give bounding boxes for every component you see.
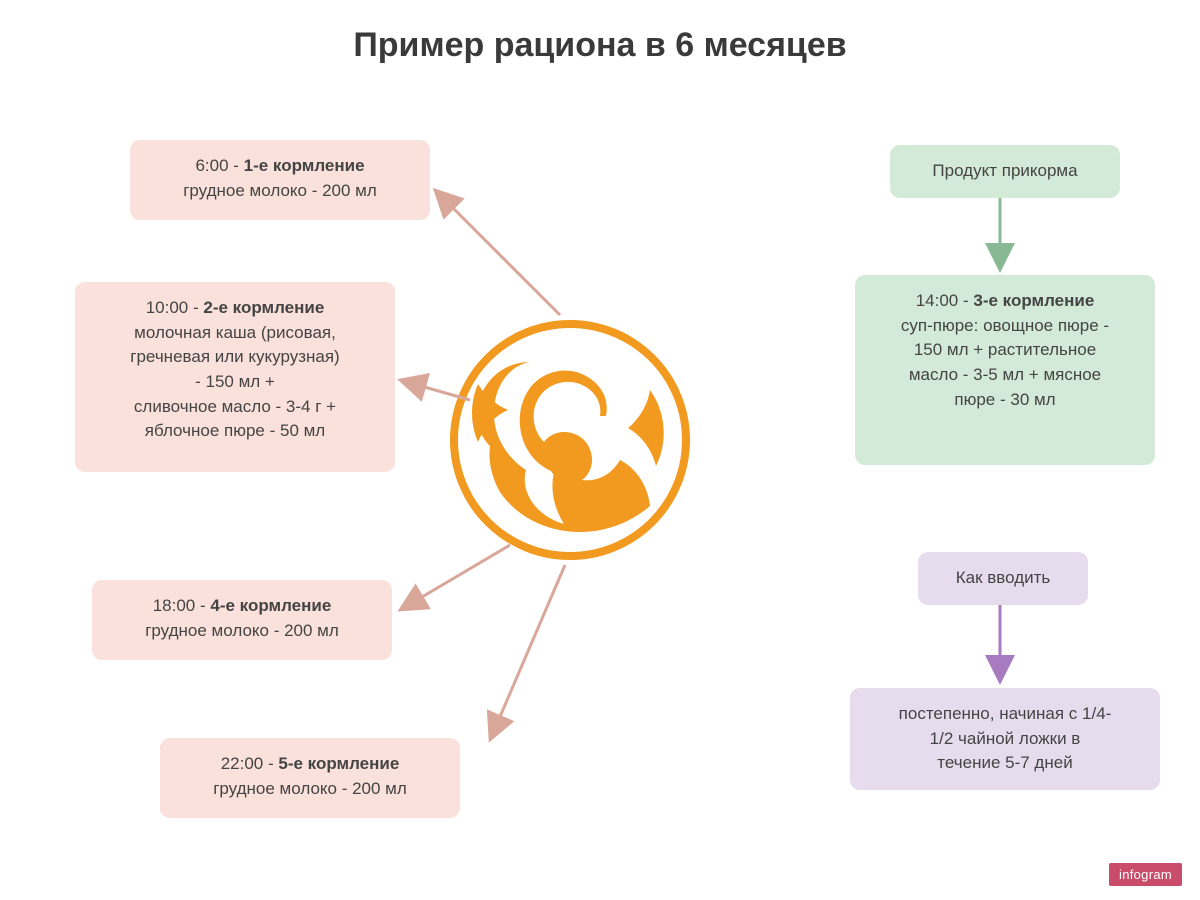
mother-baby-icon: [450, 320, 690, 560]
feeding-5-box: 22:00 - 5-е кормлениегрудное молоко - 20…: [160, 738, 460, 818]
to-feed1: [435, 190, 560, 315]
howto-label-box: Как вводить: [918, 552, 1088, 605]
feeding-1-box: 6:00 - 1-е кормлениегрудное молоко - 200…: [130, 140, 430, 220]
infogram-badge: infogram: [1109, 863, 1182, 886]
feeding-4-box: 18:00 - 4-е кормлениегрудное молоко - 20…: [92, 580, 392, 660]
feeding-2-box: 10:00 - 2-е кормлениемолочная каша (рисо…: [75, 282, 395, 472]
feeding-3-box: 14:00 - 3-е кормлениесуп-пюре: овощное п…: [855, 275, 1155, 465]
to-feed5: [490, 565, 565, 740]
product-label-box: Продукт прикорма: [890, 145, 1120, 198]
howto-box: постепенно, начиная с 1/4-1/2 чайной лож…: [850, 688, 1160, 790]
page-title: Пример рациона в 6 месяцев: [0, 26, 1200, 65]
